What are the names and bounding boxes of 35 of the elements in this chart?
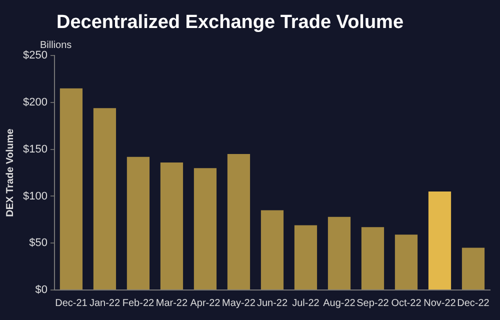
bar bbox=[60, 88, 83, 290]
x-tick-label: Feb-22 bbox=[122, 298, 155, 309]
x-tick-label: Mar-22 bbox=[156, 298, 188, 309]
bar bbox=[194, 168, 217, 290]
y-tick-label: $150 bbox=[22, 143, 48, 156]
bar bbox=[227, 154, 250, 290]
y-tick-label: $200 bbox=[22, 96, 48, 109]
y-tick-label: $50 bbox=[29, 237, 48, 250]
x-tick-label: Sep-22 bbox=[356, 298, 390, 309]
bar bbox=[462, 248, 485, 290]
bar bbox=[93, 108, 116, 290]
x-tick-label: Dec-22 bbox=[457, 298, 490, 309]
x-tick-label: Jun-22 bbox=[256, 298, 288, 309]
x-tick-label: Oct-22 bbox=[391, 298, 422, 309]
bar bbox=[361, 227, 384, 290]
bar bbox=[394, 234, 418, 290]
bar bbox=[328, 216, 351, 290]
x-tick-label: May-22 bbox=[222, 298, 256, 309]
bar bbox=[428, 192, 452, 290]
x-tick-label: Nov-22 bbox=[424, 298, 456, 309]
x-tick-label: Apr-22 bbox=[190, 298, 221, 309]
y-axis-title: DEX Trade Volume bbox=[4, 128, 16, 217]
text: Billions bbox=[40, 40, 72, 51]
chart-title: Decentralized Exchange Trade Volume bbox=[55, 12, 405, 34]
x-tick-label: Jan-22 bbox=[89, 298, 120, 309]
bar bbox=[160, 162, 184, 290]
x-tick-label: Aug-22 bbox=[323, 298, 356, 309]
y-tick-label: $0 bbox=[35, 284, 48, 296]
bar bbox=[126, 156, 150, 290]
bar bbox=[260, 210, 284, 290]
y-tick-label: $250 bbox=[22, 50, 48, 62]
x-tick-label: Jul-22 bbox=[292, 298, 320, 309]
y-tick-label: $100 bbox=[22, 190, 48, 202]
x-tick-label: Dec-21 bbox=[55, 298, 88, 309]
bar bbox=[294, 225, 318, 290]
